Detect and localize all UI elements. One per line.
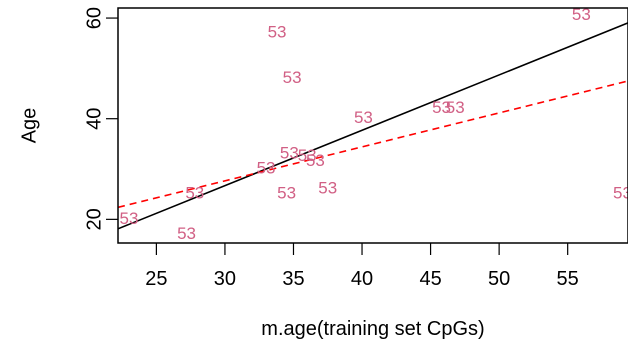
data-point-label: 53 [277, 184, 296, 203]
data-point-label: 53 [318, 179, 337, 198]
x-axis-title: m.age(training set CpGs) [261, 318, 484, 340]
data-point-label: 53 [572, 5, 591, 24]
plot-frame [117, 7, 628, 244]
y-tick-label: 60 [83, 7, 105, 29]
y-tick-label: 20 [83, 208, 105, 230]
data-point-label: 53 [446, 98, 465, 117]
data-point-label: 53 [298, 146, 317, 165]
data-point-label: 53 [120, 209, 139, 228]
y-tick-label: 40 [83, 108, 105, 130]
x-tick-label: 50 [488, 268, 510, 290]
x-tick-label: 45 [419, 268, 441, 290]
x-tick-label: 30 [214, 268, 236, 290]
data-point-label: 53 [306, 151, 325, 170]
x-tick-label: 55 [557, 268, 579, 290]
data-point-label: 53 [268, 23, 287, 42]
data-point-label: 53 [257, 159, 276, 178]
x-tick-label: 35 [282, 268, 304, 290]
axis-tick-labels: 25 30 35 40 45 50 55 20 40 60 [83, 7, 579, 290]
dashed-fit-line [118, 80, 628, 209]
data-point-label: 53 [280, 143, 299, 162]
data-point-label: 53 [613, 184, 628, 203]
data-point-label: 53 [432, 98, 451, 117]
data-point-label: 53 [283, 68, 302, 87]
x-tick-label: 25 [145, 268, 167, 290]
data-point-label: 53 [185, 184, 204, 203]
y-axis-title: Age [18, 108, 40, 144]
axis-ticks [106, 17, 569, 255]
x-tick-label: 40 [351, 268, 373, 290]
solid-fit-line [118, 22, 628, 230]
data-point-label: 53 [177, 224, 196, 243]
fit-lines [118, 22, 628, 230]
data-point-label: 53 [354, 108, 373, 127]
